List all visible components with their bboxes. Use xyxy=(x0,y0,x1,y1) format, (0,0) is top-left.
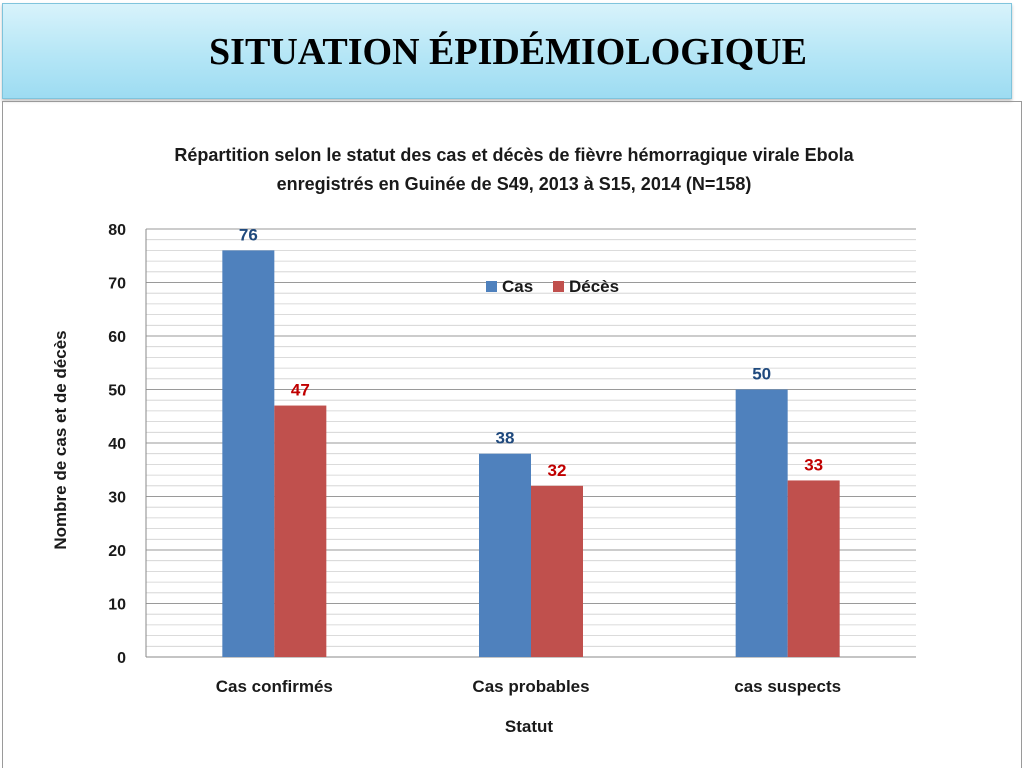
chart-title-line1: Répartition selon le statut des cas et d… xyxy=(174,145,854,165)
legend-swatch-cas xyxy=(486,281,497,292)
legend-label-cas: Cas xyxy=(502,277,533,296)
y-tick-label: 70 xyxy=(108,276,126,293)
y-tick-label: 80 xyxy=(108,222,126,239)
y-tick-label: 0 xyxy=(117,650,126,667)
content-frame xyxy=(2,101,1022,768)
x-tick-label: Cas confirmés xyxy=(216,677,333,696)
bar-deces xyxy=(274,405,327,657)
legend-swatch-deces xyxy=(553,281,564,292)
bar-cas xyxy=(735,389,788,657)
bar-cas xyxy=(479,453,531,657)
y-tick-label: 30 xyxy=(108,490,126,507)
data-label: 50 xyxy=(752,365,771,384)
x-axis-label: Statut xyxy=(505,717,554,736)
y-tick-labels: 0 10 20 30 40 50 60 70 80 xyxy=(108,222,126,667)
y-tick-label: 50 xyxy=(108,383,126,400)
x-tick-label: Cas probables xyxy=(472,677,589,696)
y-tick-label: 20 xyxy=(108,543,126,560)
x-tick-label: cas suspects xyxy=(734,677,841,696)
legend: Cas Décès xyxy=(486,277,619,296)
data-labels: 76 47 38 32 50 33 xyxy=(239,225,823,479)
chart-title-line2: enregistrés en Guinée de S49, 2013 à S15… xyxy=(277,174,752,194)
y-axis-label: Nombre de cas et de décès xyxy=(51,330,70,549)
bars xyxy=(222,250,840,657)
bar-deces xyxy=(531,485,583,657)
y-tick-label: 10 xyxy=(108,597,126,614)
x-tick-labels: Cas confirmés Cas probables cas suspects xyxy=(216,677,841,696)
data-label: 47 xyxy=(291,381,310,400)
slide-title: SITUATION ÉPIDÉMIOLOGIQUE xyxy=(209,31,807,73)
bar-cas xyxy=(222,250,275,657)
legend-label-deces: Décès xyxy=(569,277,619,296)
data-label: 76 xyxy=(239,225,258,244)
title-banner: SITUATION ÉPIDÉMIOLOGIQUE xyxy=(2,3,1012,99)
bar-deces xyxy=(787,480,840,657)
data-label: 38 xyxy=(496,429,515,448)
data-label: 33 xyxy=(804,455,823,474)
y-tick-label: 40 xyxy=(108,436,126,453)
data-label: 32 xyxy=(548,461,567,480)
y-tick-label: 60 xyxy=(108,329,126,346)
